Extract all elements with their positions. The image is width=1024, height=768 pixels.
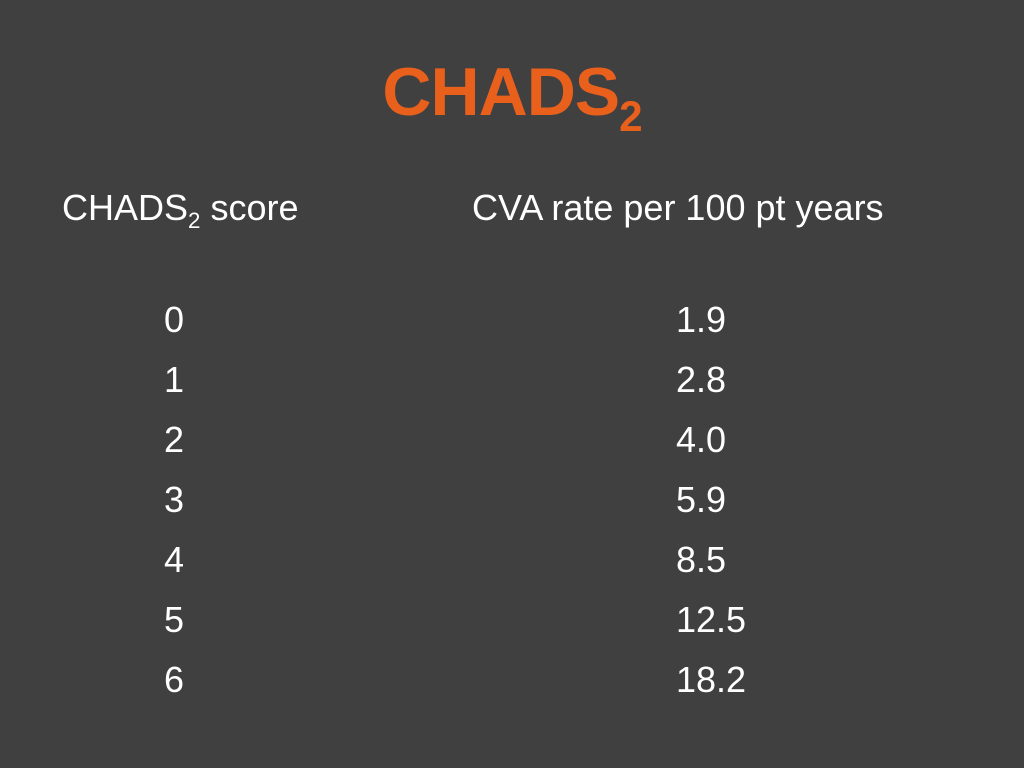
rate-cell: 4.0 [676, 419, 727, 460]
rate-cell: 1.9 [676, 299, 727, 340]
score-cell: 5 [164, 599, 185, 640]
score-column-header: CHADS2 score [62, 184, 299, 237]
rate-cell: 12.5 [676, 599, 747, 640]
rate-cell: 18.2 [676, 659, 747, 700]
slide-title: CHADS2 [0, 52, 1024, 141]
score-cell: 6 [164, 659, 185, 700]
score-cell: 3 [164, 479, 185, 520]
score-cell: 0 [164, 299, 185, 340]
score-header-subscript: 2 [188, 208, 201, 234]
rate-column-header: CVA rate per 100 pt years [472, 187, 884, 228]
score-column: 0 1 2 3 4 5 6 [164, 290, 184, 710]
score-header-main: CHADS [62, 187, 189, 228]
slide-title-subscript: 2 [619, 93, 642, 141]
rate-cell: 8.5 [676, 539, 727, 580]
rate-column: 1.9 2.8 4.0 5.9 8.5 12.5 18.2 [676, 290, 746, 710]
score-cell: 2 [164, 419, 185, 460]
score-cell: 4 [164, 539, 185, 580]
rate-cell: 2.8 [676, 359, 727, 400]
rate-cell: 5.9 [676, 479, 727, 520]
score-cell: 1 [164, 359, 185, 400]
score-header-suffix: score [200, 187, 299, 228]
slide-title-main: CHADS [382, 54, 620, 130]
